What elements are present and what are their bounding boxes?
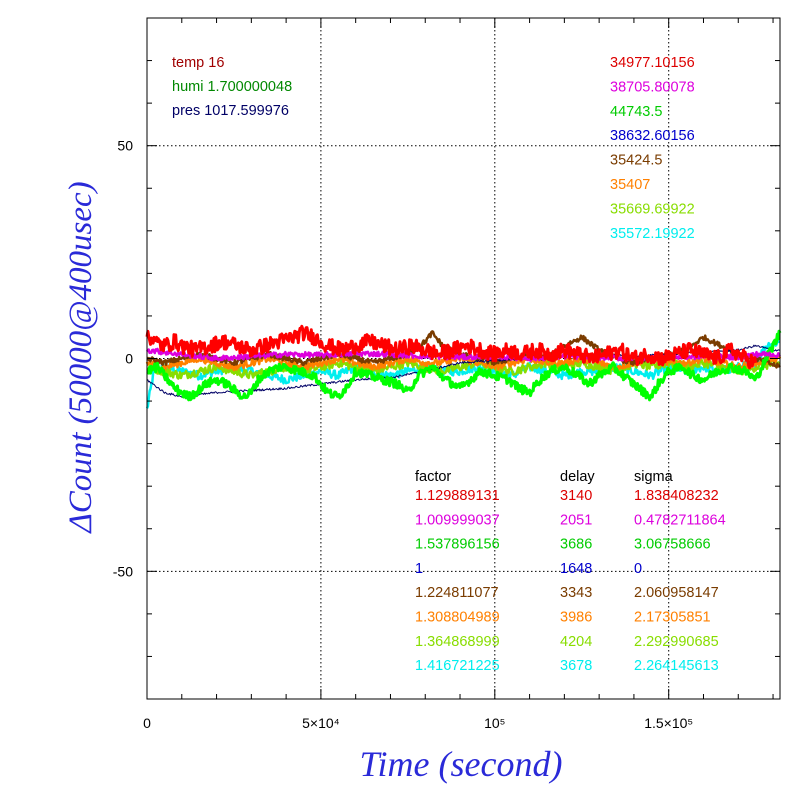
params-sigma-0: 1.838408232 xyxy=(634,488,719,504)
env-label-0: temp 16 xyxy=(172,55,224,71)
params-header-factor: factor xyxy=(415,469,451,485)
params-factor-6: 1.364868999 xyxy=(415,634,500,650)
params-sigma-4: 2.060958147 xyxy=(634,585,719,601)
params-factor-5: 1.308804989 xyxy=(415,610,500,626)
params-factor-3: 1 xyxy=(415,561,423,577)
params-delay-2: 3686 xyxy=(560,537,592,553)
params-sigma-6: 2.292990685 xyxy=(634,634,719,650)
series-line-7 xyxy=(145,324,758,370)
offset-label-4: 35424.5 xyxy=(610,153,662,169)
y-tick-label-0: 50 xyxy=(117,138,133,154)
annotations: temp 16 humi 1.700000048 pres 1017.599976 3… xyxy=(172,55,726,674)
params-sigma-7: 2.264145613 xyxy=(634,658,719,674)
offset-label-5: 35407 xyxy=(610,177,650,193)
params-delay-3: 1648 xyxy=(560,561,592,577)
x-axis-title: Time (second) xyxy=(360,744,563,784)
params-delay-7: 3678 xyxy=(560,658,592,674)
y-tick-label-1: 0 xyxy=(125,351,133,367)
y-tick-label-2: -50 xyxy=(113,563,133,579)
params-factor-2: 1.537896156 xyxy=(415,537,500,553)
env-label-1: humi 1.700000048 xyxy=(172,79,292,95)
params-factor-1: 1.009999037 xyxy=(415,512,500,528)
params-sigma-3: 0 xyxy=(634,561,642,577)
offset-label-6: 35669.69922 xyxy=(610,201,695,217)
offset-label-7: 35572.19922 xyxy=(610,226,695,242)
offset-label-1: 38705.80078 xyxy=(610,79,695,95)
series-line-2 xyxy=(145,354,782,372)
env-label-2: pres 1017.599976 xyxy=(172,103,289,119)
params-header-delay: delay xyxy=(560,469,595,485)
series-group xyxy=(145,324,782,409)
x-tick-label-0: 0 xyxy=(143,715,151,731)
params-delay-6: 4204 xyxy=(560,634,592,650)
offset-label-0: 34977.10156 xyxy=(610,55,695,71)
offset-label-3: 38632.60156 xyxy=(610,128,695,144)
params-sigma-5: 2.17305851 xyxy=(634,610,711,626)
params-factor-7: 1.416721225 xyxy=(415,658,500,674)
params-delay-0: 3140 xyxy=(560,488,592,504)
x-tick-label-2: 10⁵ xyxy=(484,715,505,731)
y-axis-title: ΔCount (50000@400usec) xyxy=(63,181,99,534)
offset-label-2: 44743.5 xyxy=(610,104,662,120)
params-sigma-2: 3.06758666 xyxy=(634,537,711,553)
x-tick-label-1: 5×10⁴ xyxy=(302,715,340,731)
params-header-sigma: sigma xyxy=(634,469,674,485)
params-delay-4: 3343 xyxy=(560,585,592,601)
params-factor-4: 1.224811077 xyxy=(415,585,499,601)
tick-labels: 0 5×10⁴ 10⁵ 1.5×10⁵ 50 0 -50 xyxy=(113,138,693,731)
series-line-5 xyxy=(146,329,782,402)
axis-ticks xyxy=(146,17,780,700)
params-delay-5: 3986 xyxy=(560,610,592,626)
x-tick-label-3: 1.5×10⁵ xyxy=(644,715,693,731)
params-factor-0: 1.129889131 xyxy=(415,488,500,504)
params-delay-1: 2051 xyxy=(560,512,592,528)
params-sigma-1: 0.4782711864 xyxy=(634,512,726,528)
